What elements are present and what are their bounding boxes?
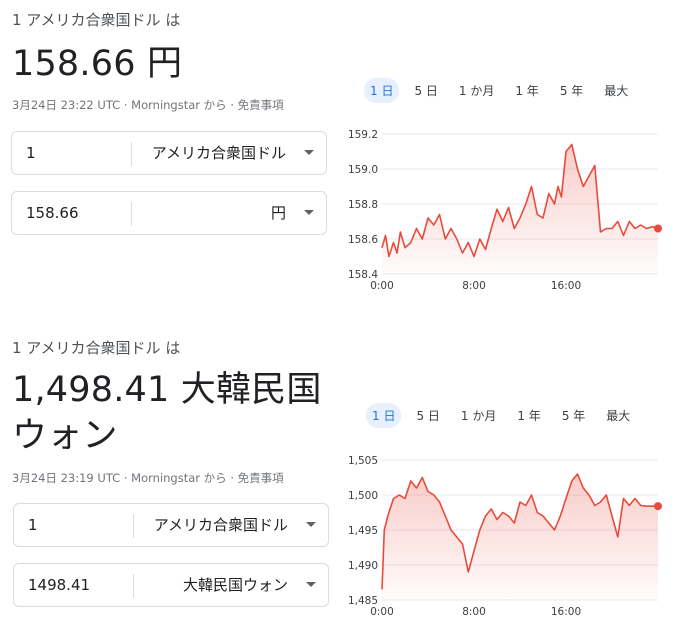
y-tick-label: 158.4 <box>348 269 378 281</box>
from-amount-input[interactable]: 1 <box>28 516 38 534</box>
field-divider <box>133 514 134 538</box>
y-tick-label: 1,505 <box>348 455 378 467</box>
from-amount-field: 1 アメリカ合衆国ドル <box>11 131 327 175</box>
current-value-marker <box>654 224 662 233</box>
conversion-result-line2: ウォン <box>12 416 118 456</box>
from-amount-input[interactable]: 1 <box>26 144 36 162</box>
x-tick-label: 16:00 <box>551 606 581 618</box>
from-currency-select[interactable]: アメリカ合衆国ドル <box>153 516 288 534</box>
tab-5-year[interactable]: 5 年 <box>559 84 584 98</box>
field-divider <box>131 202 132 226</box>
x-tick-label: 16:00 <box>551 280 581 292</box>
y-tick-label: 1,490 <box>348 560 378 572</box>
y-tick-label: 159.0 <box>348 164 378 176</box>
tab-max[interactable]: 最大 <box>604 84 629 98</box>
series-area <box>382 144 658 274</box>
series-line <box>381 143 659 258</box>
y-tick-label: 158.8 <box>348 199 378 211</box>
to-amount-field: 158.66 円 <box>11 191 327 235</box>
tab-1-day[interactable]: 1 日 <box>366 403 402 428</box>
source-text: Morningstar から <box>131 98 227 112</box>
tab-1-day[interactable]: 1 日 <box>364 78 400 103</box>
current-value-marker <box>654 502 662 511</box>
dropdown-arrow-icon[interactable] <box>306 582 316 587</box>
tab-5-day[interactable]: 5 日 <box>414 84 438 98</box>
x-tick-label: 8:00 <box>462 606 486 618</box>
conversion-result-line1: 1,498.41 大韓民国 <box>12 370 322 410</box>
field-divider <box>131 142 132 166</box>
currency-widget-jpy: 1 アメリカ合衆国ドル は 158.66 円 3月24日 23:22 UTC ·… <box>0 0 677 316</box>
dropdown-arrow-icon[interactable] <box>304 150 314 155</box>
series-line <box>381 473 659 590</box>
y-tick-label: 159.2 <box>348 129 378 141</box>
dropdown-arrow-icon[interactable] <box>304 210 314 215</box>
disclaimer-link[interactable]: 免責事項 <box>237 98 284 112</box>
dropdown-arrow-icon[interactable] <box>306 522 316 527</box>
conversion-result: 158.66 円 <box>12 44 183 84</box>
y-tick-label: 158.6 <box>348 234 378 246</box>
x-tick-label: 0:00 <box>370 606 394 618</box>
source-text: Morningstar から <box>131 471 227 485</box>
x-tick-label: 0:00 <box>370 280 394 292</box>
x-tick-label: 8:00 <box>462 280 486 292</box>
tab-1-year[interactable]: 1 年 <box>515 84 539 98</box>
timestamp: 3月24日 23:22 UTC <box>12 98 121 112</box>
from-currency-select[interactable]: アメリカ合衆国ドル <box>151 144 286 162</box>
to-currency-select[interactable]: 円 <box>270 204 286 222</box>
tab-1-month[interactable]: 1 か月 <box>458 84 495 98</box>
currency-widget-krw: 1 アメリカ合衆国ドル は 1,498.41 大韓民国 ウォン 3月24日 23… <box>0 328 677 633</box>
timestamp: 3月24日 23:19 UTC <box>12 471 121 485</box>
rate-meta: 3月24日 23:22 UTC · Morningstar から · 免責事項 <box>12 98 284 112</box>
tab-1-month[interactable]: 1 か月 <box>460 409 497 423</box>
to-amount-input[interactable]: 158.66 <box>26 204 79 222</box>
conversion-heading: 1 アメリカ合衆国ドル は <box>12 339 181 357</box>
y-tick-label: 1,500 <box>348 490 378 502</box>
y-tick-label: 1,485 <box>348 595 378 607</box>
tab-5-year[interactable]: 5 年 <box>561 409 586 423</box>
series-area <box>382 474 658 600</box>
conversion-heading: 1 アメリカ合衆国ドル は <box>12 11 181 29</box>
tab-5-day[interactable]: 5 日 <box>416 409 440 423</box>
to-amount-field: 1498.41 大韓民国ウォン <box>13 563 329 607</box>
rate-meta: 3月24日 23:19 UTC · Morningstar から · 免責事項 <box>12 471 284 485</box>
field-divider <box>133 574 134 598</box>
to-amount-input[interactable]: 1498.41 <box>28 576 91 594</box>
range-tabs: 1 日 5 日 1 か月 1 年 5 年 最大 <box>364 78 643 103</box>
exchange-rate-chart[interactable]: 159.2 159.0 158.8 158.6 158.40:00 8:00 16:00 <box>330 126 670 301</box>
tab-max[interactable]: 最大 <box>606 409 631 423</box>
tab-1-year[interactable]: 1 年 <box>517 409 541 423</box>
y-tick-label: 1,495 <box>348 525 378 537</box>
to-currency-select[interactable]: 大韓民国ウォン <box>182 576 288 594</box>
range-tabs: 1 日 5 日 1 か月 1 年 5 年 最大 <box>366 403 645 428</box>
disclaimer-link[interactable]: 免責事項 <box>237 471 284 485</box>
from-amount-field: 1 アメリカ合衆国ドル <box>13 503 329 547</box>
